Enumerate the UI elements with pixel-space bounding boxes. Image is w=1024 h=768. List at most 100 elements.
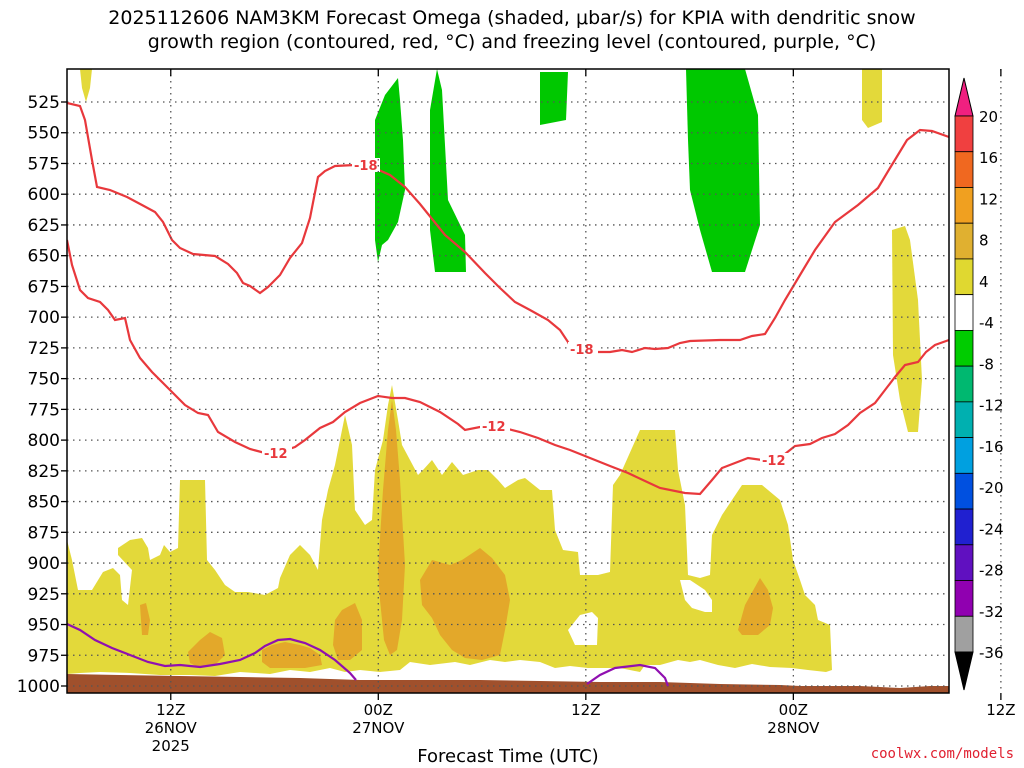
x-tick-label: 2025 <box>152 737 190 755</box>
below-ground-surface <box>67 674 949 693</box>
omega-fill-8-12-b <box>378 400 405 655</box>
y-tick-label: 675 <box>28 277 60 297</box>
contour-label-minus-18: -18 <box>354 159 378 174</box>
y-tick-label: 800 <box>28 431 60 451</box>
omega-fill-8-12-a <box>420 548 510 660</box>
colorbar-label: -16 <box>979 438 1004 456</box>
omega-fill-neg-b <box>430 69 466 272</box>
omega-fill-8-12-g <box>738 578 773 635</box>
y-tick-label: 625 <box>28 216 60 236</box>
contour-label-bg <box>480 419 510 433</box>
colorbar-swatch <box>954 615 974 653</box>
y-tick-label: 650 <box>28 247 60 267</box>
pressure-axis: 525 550 575 600 625 650 675 700 725 750 775 800 825 8… <box>17 93 67 697</box>
omega-shading <box>67 69 949 693</box>
colorbar-label: 16 <box>979 149 998 167</box>
colorbar-bottom-arrow <box>954 651 974 691</box>
x-tick-label: 28NOV <box>767 719 820 737</box>
contour-freezing-level-b <box>586 663 670 687</box>
colorbar-label: 12 <box>979 190 998 208</box>
colorbar-label: 8 <box>979 232 989 250</box>
y-tick-label: 550 <box>28 124 60 144</box>
y-tick-label: 950 <box>28 616 60 636</box>
y-tick-label: 875 <box>28 523 60 543</box>
omega-gap-600z <box>568 612 598 645</box>
colorbar-swatch <box>954 222 974 260</box>
y-tick-label: 525 <box>28 93 60 113</box>
x-axis-title-text: Forecast Time (UTC) <box>417 746 599 767</box>
contour-label-bg <box>568 342 598 356</box>
colorbar-label: -36 <box>979 644 1004 662</box>
omega-fill-4-8 <box>67 385 832 676</box>
y-tick-label: 750 <box>28 370 60 390</box>
y-tick-label: 775 <box>28 400 60 420</box>
y-tick-label: 575 <box>28 154 60 174</box>
omega-fill-neg-d <box>686 69 760 272</box>
colorbar-top-arrow <box>954 77 974 117</box>
omega-fill-8-12-c <box>333 603 362 660</box>
x-tick-label: 12Z <box>986 701 1015 719</box>
plot-frame <box>66 68 950 694</box>
x-tick-label: 12Z <box>156 701 185 719</box>
omega-fill-upper-c <box>892 226 922 432</box>
time-gridlines <box>170 69 1002 693</box>
colorbar-swatch <box>954 365 974 403</box>
colorbar-swatch <box>954 294 974 331</box>
y-tick-label: 975 <box>28 646 60 666</box>
colorbar-label: -24 <box>979 520 1004 538</box>
omega-fill-neg-c <box>540 72 568 125</box>
contour-label-bg <box>352 158 380 172</box>
colorbar-label: -12 <box>979 397 1004 415</box>
colorbar-swatch <box>954 258 974 296</box>
omega-fill-upper-a <box>80 69 92 102</box>
contour-label-minus-18: -18 <box>570 343 594 358</box>
colorbar-swatch <box>954 437 974 474</box>
y-tick-label: 1000 <box>17 677 60 697</box>
colorbar-label: -32 <box>979 603 1004 621</box>
contour-label-minus-12: -12 <box>264 447 288 462</box>
colorbar-swatch <box>954 115 974 153</box>
y-tick-label: 850 <box>28 493 60 513</box>
contour-label-bg <box>760 453 790 467</box>
colorbar-swatch <box>954 401 974 439</box>
colorbar-swatch <box>954 472 974 510</box>
x-tick-label: 26NOV <box>145 719 198 737</box>
contour-dendritic-minus-18 <box>67 101 949 354</box>
y-tick-label: 700 <box>28 308 60 328</box>
contour-label-minus-12: -12 <box>762 454 786 469</box>
colorbar-swatch <box>954 187 974 224</box>
contour-dendritic-minus-12 <box>67 239 949 496</box>
colorbar-label: -20 <box>979 479 1004 497</box>
omega-colorbar: 20 16 12 8 4 -4 -8 -12 -16 -20 -24 -28 -32 -36 <box>954 77 1004 691</box>
colorbar-swatch <box>954 508 974 546</box>
y-tick-label: 925 <box>28 585 60 605</box>
omega-fill-8-12-f <box>140 603 150 635</box>
x-axis-title: Forecast Time (UTC) <box>0 746 1024 767</box>
credit-link[interactable]: coolwx.com/models <box>870 746 1014 762</box>
colorbar-label: 4 <box>979 273 989 291</box>
y-tick-label: 600 <box>28 185 60 205</box>
contour-label-bg <box>262 446 292 460</box>
colorbar-swatch <box>954 544 974 581</box>
x-tick-label: 27NOV <box>352 719 405 737</box>
colorbar-label: -4 <box>979 314 994 332</box>
x-tick-label: 00Z <box>364 701 393 719</box>
chart-title-line-2: growth region (contoured, red, °C) and f… <box>147 31 877 53</box>
contour-freezing-level-a <box>67 623 357 681</box>
colorbar-label: -28 <box>979 562 1004 580</box>
colorbar-label: -8 <box>979 355 994 373</box>
colorbar-label: 20 <box>979 108 998 126</box>
contour-label-minus-12: -12 <box>482 420 506 435</box>
y-tick-label: 725 <box>28 339 60 359</box>
colorbar-swatch <box>954 329 974 367</box>
x-tick-label: 12Z <box>571 701 600 719</box>
omega-fill-upper-b <box>862 69 882 128</box>
omega-fill-neg-a <box>375 78 405 262</box>
colorbar-swatch <box>954 151 974 188</box>
colorbar-swatch <box>954 580 974 617</box>
y-tick-label: 825 <box>28 462 60 482</box>
omega-gap-0530z <box>680 580 712 612</box>
x-tick-label: 00Z <box>779 701 808 719</box>
chart-title-line-1: 2025112606 NAM3KM Forecast Omega (shaded… <box>108 7 916 29</box>
